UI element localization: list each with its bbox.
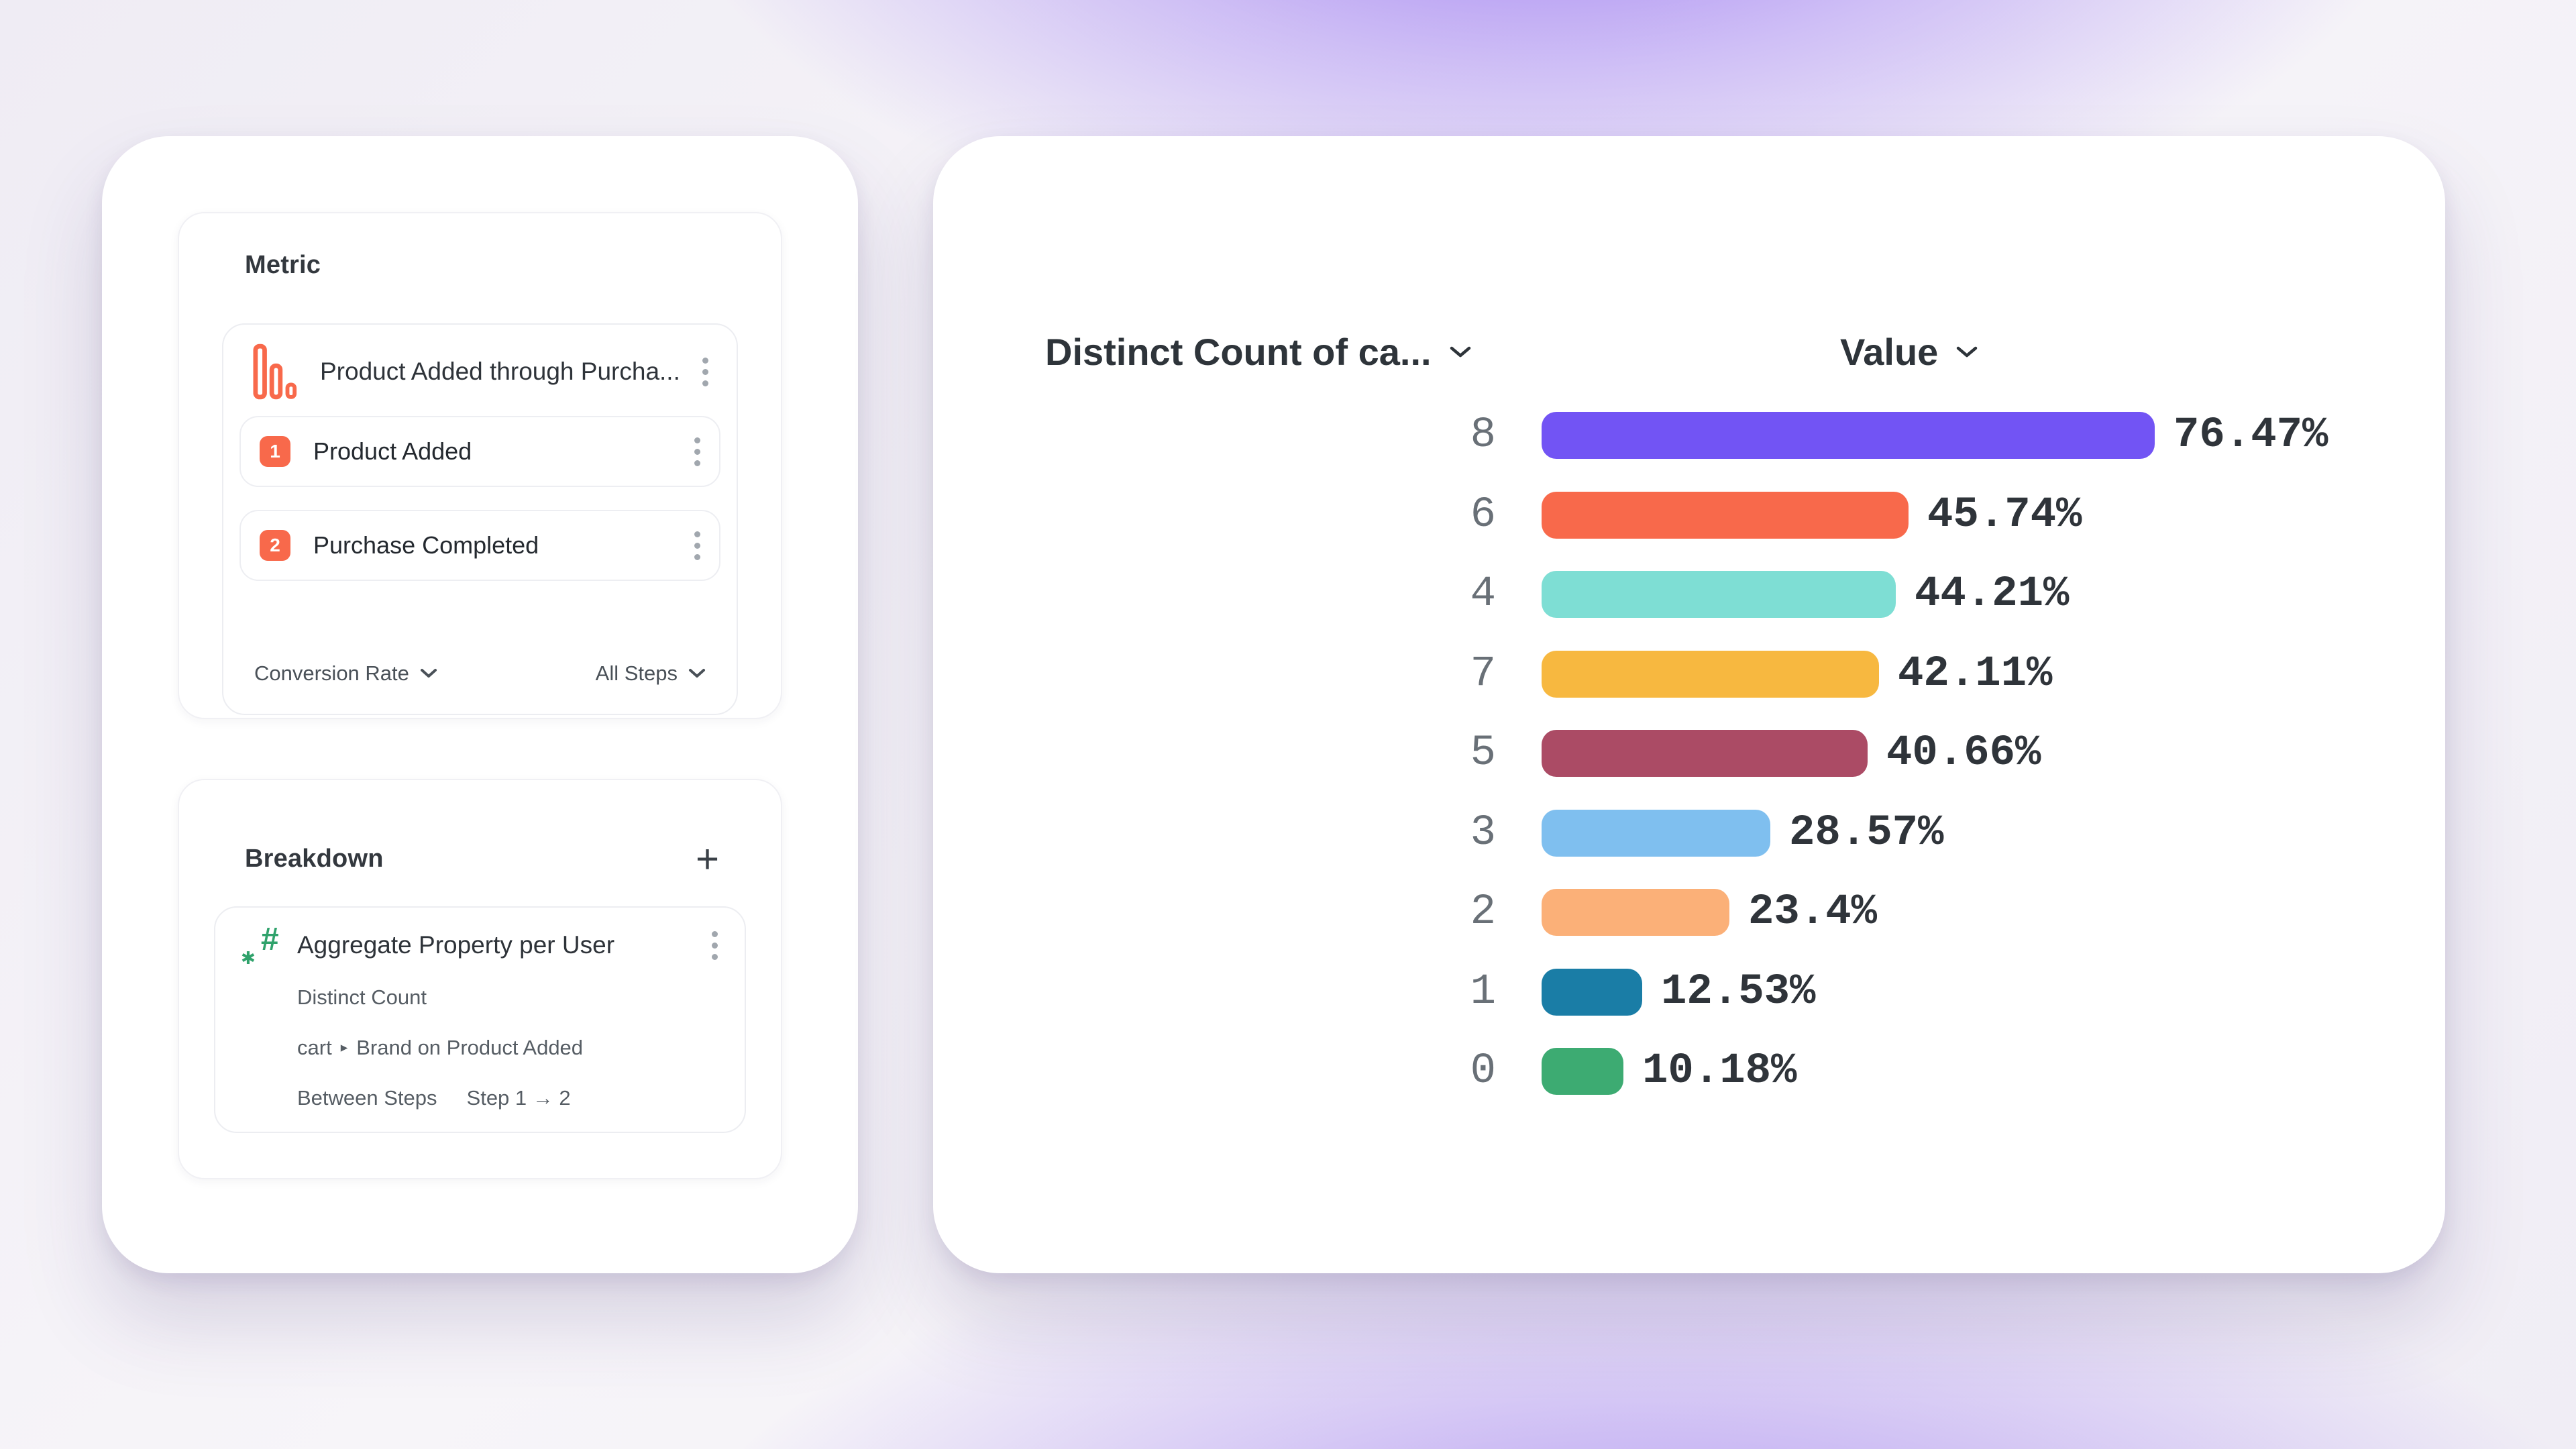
bar-value-label: 42.11%	[1898, 649, 2053, 698]
bar-row: 1 12.53%	[933, 953, 2418, 1032]
bar[interactable]	[1542, 650, 1879, 698]
triangle-separator-icon: ▸	[340, 1040, 348, 1055]
bar-row: 2 23.4%	[933, 873, 2418, 953]
metric-section-title: Metric	[245, 251, 321, 279]
add-breakdown-button[interactable]: +	[695, 837, 719, 881]
bar[interactable]	[1542, 1048, 1623, 1095]
bar-value-label: 44.21%	[1915, 570, 2070, 619]
bar-row: 5 40.66%	[933, 714, 2418, 794]
between-steps-value: Step 1 → 2	[466, 1085, 571, 1110]
bar-chart: 8 76.47% 6 45.74% 4 44.21% 7 42.11% 5 40…	[933, 396, 2418, 1112]
bar-row: 0 10.18%	[933, 1032, 2418, 1112]
overflow-menu-button[interactable]	[684, 525, 711, 567]
chart-panel: Distinct Count of ca... Value 8 76.47% 6…	[933, 136, 2445, 1273]
bar[interactable]	[1542, 889, 1729, 936]
value-header-dropdown[interactable]: Value	[1840, 330, 1978, 374]
funnel-metric-header[interactable]: Product Added through Purcha...	[223, 325, 737, 416]
bar-value-label: 12.53%	[1661, 967, 1816, 1016]
bar-row: 3 28.57%	[933, 794, 2418, 873]
funnel-metric-title: Product Added through Purcha...	[320, 358, 680, 385]
chevron-down-icon	[689, 669, 705, 678]
dimension-header-dropdown[interactable]: Distinct Count of ca...	[1045, 330, 1472, 374]
bar-category-label: 6	[1470, 490, 1496, 539]
funnel-metric-card: Product Added through Purcha... 1 Produc…	[222, 323, 738, 715]
bar[interactable]	[1542, 412, 2155, 460]
conversion-rate-dropdown[interactable]: Conversion Rate	[254, 661, 437, 686]
bar-value-label: 10.18%	[1642, 1047, 1797, 1096]
bar-category-label: 8	[1470, 411, 1496, 460]
bar-category-label: 4	[1470, 570, 1496, 619]
breakdown-property-header[interactable]: ✱ # Aggregate Property per User	[215, 908, 745, 972]
bar-row: 4 44.21%	[933, 555, 2418, 635]
property-name: Brand on Product Added	[356, 1035, 584, 1059]
funnel-step-1[interactable]: 1 Product Added	[239, 416, 720, 487]
bar[interactable]	[1542, 809, 1770, 857]
funnel-card-footer: Conversion Rate All Steps	[223, 661, 737, 714]
funnel-chart-icon	[253, 343, 297, 400]
bar[interactable]	[1542, 968, 1642, 1016]
bar[interactable]	[1542, 571, 1896, 619]
bar-category-label: 1	[1470, 967, 1496, 1016]
step-event-label: Purchase Completed	[313, 531, 539, 559]
bar-value-label: 28.57%	[1789, 808, 1944, 857]
bar-row: 6 45.74%	[933, 476, 2418, 555]
chevron-down-icon	[420, 669, 437, 678]
bar-category-label: 0	[1470, 1047, 1496, 1096]
overflow-menu-button[interactable]	[692, 351, 719, 393]
breakdown-section-title: Breakdown	[245, 845, 384, 873]
step-number-badge: 2	[260, 530, 290, 561]
bar-value-label: 40.66%	[1886, 729, 2041, 778]
bar-value-label: 45.74%	[1927, 490, 2082, 539]
aggregation-row[interactable]: Distinct Count	[297, 985, 427, 1009]
overflow-menu-button[interactable]	[701, 924, 729, 967]
property-object: cart	[297, 1035, 332, 1059]
between-steps-row[interactable]: Between Steps Step 1 → 2	[215, 1073, 745, 1123]
breakdown-property-title: Aggregate Property per User	[297, 931, 615, 959]
bar[interactable]	[1542, 730, 1868, 777]
breakdown-panel: Breakdown + ✱ # Aggregate Property per U…	[178, 779, 782, 1179]
funnel-step-2[interactable]: 2 Purchase Completed	[239, 510, 720, 581]
bar-category-label: 3	[1470, 808, 1496, 857]
bar-value-label: 23.4%	[1748, 888, 1878, 937]
bar-category-label: 5	[1470, 729, 1496, 778]
between-steps-label: Between Steps	[297, 1085, 437, 1110]
bar-value-label: 76.47%	[2174, 411, 2328, 460]
chevron-down-icon	[1957, 346, 1978, 357]
bar[interactable]	[1542, 491, 1909, 539]
bar-category-label: 2	[1470, 888, 1496, 937]
query-builder-panel: Metric Product Added through Purcha... 1…	[102, 136, 858, 1273]
bar-row: 8 76.47%	[933, 396, 2418, 476]
bar-row: 7 42.11%	[933, 635, 2418, 714]
step-number-badge: 1	[260, 436, 290, 467]
chevron-down-icon	[1450, 346, 1470, 357]
bar-category-label: 7	[1470, 649, 1496, 698]
all-steps-dropdown[interactable]: All Steps	[596, 661, 706, 686]
overflow-menu-button[interactable]	[684, 431, 711, 473]
property-path-row[interactable]: cart ▸ Brand on Product Added	[215, 1022, 745, 1073]
metric-panel: Metric Product Added through Purcha... 1…	[178, 212, 782, 719]
numeric-property-icon: ✱ #	[241, 922, 278, 968]
step-event-label: Product Added	[313, 437, 472, 465]
breakdown-property-card: ✱ # Aggregate Property per User Distinct…	[214, 906, 746, 1133]
